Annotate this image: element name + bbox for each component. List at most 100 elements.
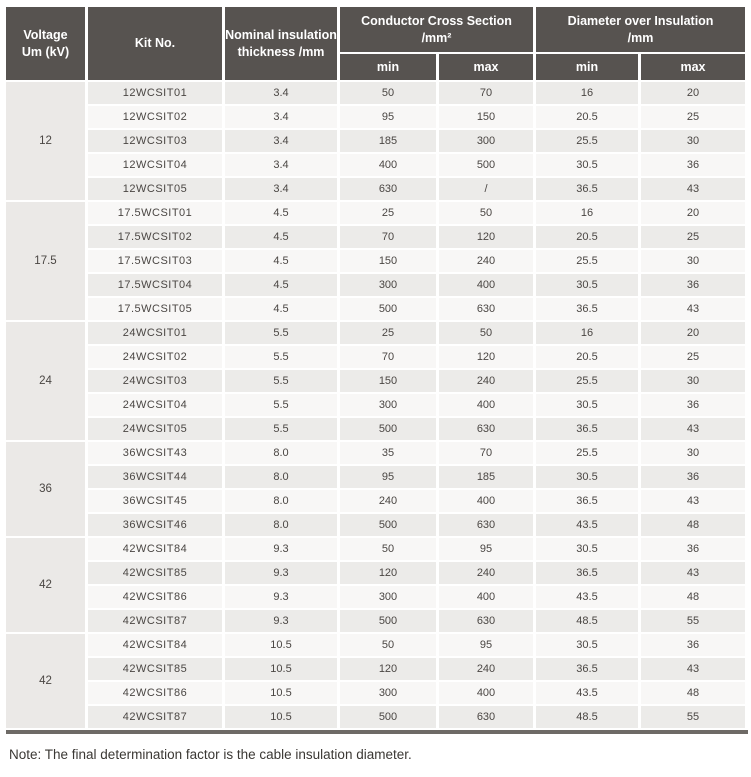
value-cell: 50	[340, 538, 436, 560]
value-cell: 5.5	[225, 394, 337, 416]
table-row: 42WCSIT87 10.5 500 630 48.5 55	[6, 706, 745, 728]
value-cell: 36	[641, 538, 745, 560]
value-cell: 25	[641, 226, 745, 248]
kit-no-cell: 12WCSIT03	[88, 130, 222, 152]
table-row: 42WCSIT86 9.3 300 400 43.5 48	[6, 586, 745, 608]
voltage-group-cell: 12	[6, 82, 85, 200]
kit-no-cell: 12WCSIT04	[88, 154, 222, 176]
table-row: 17.5 17.5WCSIT01 4.5 25 50 16 20	[6, 202, 745, 320]
kit-no-cell: 12WCSIT01	[88, 82, 222, 104]
value-cell: 70	[439, 82, 533, 104]
col-header-nominal-insulation: Nominal insulation thickness /mm	[225, 7, 337, 80]
kit-no-cell: 17.5WCSIT03	[88, 250, 222, 272]
value-cell: 4.5	[225, 226, 337, 248]
value-cell: 48.5	[536, 610, 638, 632]
table-row: 17.5WCSIT04 4.5 300 400 30.5 36	[6, 274, 745, 296]
kit-no-cell: 42WCSIT87	[88, 610, 222, 632]
value-cell: 5.5	[225, 346, 337, 368]
value-cell: 185	[439, 466, 533, 488]
value-cell: 5.5	[225, 418, 337, 440]
value-cell: 25	[641, 106, 745, 128]
value-cell: 150	[439, 106, 533, 128]
value-cell: 630	[340, 178, 436, 200]
kit-no-cell: 24WCSIT03	[88, 370, 222, 392]
value-cell: 36	[641, 634, 745, 656]
value-cell: 3.4	[225, 130, 337, 152]
table-row: 24WCSIT05 5.5 500 630 36.5 43	[6, 418, 745, 440]
kit-no-cell: 42WCSIT84	[88, 634, 222, 656]
value-cell: 120	[439, 226, 533, 248]
table-row: 42 42WCSIT84 10.5 50 95 30.5 36	[6, 634, 745, 728]
value-cell: 30	[641, 370, 745, 392]
kit-no-cell: 42WCSIT85	[88, 562, 222, 584]
value-cell: 8.0	[225, 442, 337, 464]
value-cell: 630	[439, 610, 533, 632]
value-cell: 630	[439, 298, 533, 320]
table-row: 17.5WCSIT05 4.5 500 630 36.5 43	[6, 298, 745, 320]
table-row: 36WCSIT45 8.0 240 400 36.5 43	[6, 490, 745, 512]
value-cell: 43.5	[536, 682, 638, 704]
kit-no-cell: 36WCSIT43	[88, 442, 222, 464]
value-cell: 8.0	[225, 514, 337, 536]
value-cell: 25.5	[536, 370, 638, 392]
kit-no-cell: 36WCSIT46	[88, 514, 222, 536]
kit-no-cell: 36WCSIT45	[88, 490, 222, 512]
value-cell: 500	[340, 298, 436, 320]
value-cell: 240	[439, 370, 533, 392]
kit-no-cell: 24WCSIT02	[88, 346, 222, 368]
value-cell: 36.5	[536, 562, 638, 584]
value-cell: 43	[641, 562, 745, 584]
value-cell: 43	[641, 658, 745, 680]
table-row: 42 42WCSIT84 9.3 50 95 30.5 36	[6, 538, 745, 632]
value-cell: 150	[340, 250, 436, 272]
value-cell: 400	[439, 682, 533, 704]
kit-no-cell: 42WCSIT85	[88, 658, 222, 680]
value-cell: 500	[340, 610, 436, 632]
value-cell: 500	[340, 418, 436, 440]
kit-no-cell: 36WCSIT44	[88, 466, 222, 488]
table-row: 17.5WCSIT02 4.5 70 120 20.5 25	[6, 226, 745, 248]
value-cell: 630	[439, 706, 533, 728]
col-header-diameter-max: max	[641, 54, 745, 80]
value-cell: 4.5	[225, 250, 337, 272]
table-row: 24WCSIT03 5.5 150 240 25.5 30	[6, 370, 745, 392]
value-cell: 36.5	[536, 658, 638, 680]
value-cell: 8.0	[225, 466, 337, 488]
value-cell: 9.3	[225, 562, 337, 584]
value-cell: 48	[641, 586, 745, 608]
table-bottom-border	[6, 730, 748, 734]
value-cell: 240	[340, 490, 436, 512]
value-cell: 70	[340, 226, 436, 248]
value-cell: 400	[439, 274, 533, 296]
value-cell: 36.5	[536, 178, 638, 200]
value-cell: 630	[439, 418, 533, 440]
table-row: 36 36WCSIT43 8.0 35 70 25.5 30	[6, 442, 745, 536]
value-cell: 25.5	[536, 130, 638, 152]
voltage-group-cell: 42	[6, 538, 85, 632]
value-cell: 630	[439, 514, 533, 536]
value-cell: 3.4	[225, 178, 337, 200]
value-cell: 300	[340, 586, 436, 608]
value-cell: 50	[439, 202, 533, 224]
table-row: 12WCSIT04 3.4 400 500 30.5 36	[6, 154, 745, 176]
value-cell: 4.5	[225, 202, 337, 224]
value-cell: 95	[340, 106, 436, 128]
value-cell: 50	[439, 322, 533, 344]
value-cell: 43	[641, 490, 745, 512]
value-cell: 35	[340, 442, 436, 464]
kit-no-cell: 24WCSIT04	[88, 394, 222, 416]
value-cell: 300	[439, 130, 533, 152]
value-cell: 500	[340, 514, 436, 536]
value-cell: 5.5	[225, 370, 337, 392]
value-cell: 70	[439, 442, 533, 464]
value-cell: 300	[340, 274, 436, 296]
value-cell: 400	[340, 154, 436, 176]
value-cell: 30.5	[536, 634, 638, 656]
voltage-group-cell: 17.5	[6, 202, 85, 320]
value-cell: 9.3	[225, 586, 337, 608]
table-body: 12 12WCSIT01 3.4 50 70 16 20 12WCSIT02 3.4 95 150 2…	[6, 82, 745, 728]
kit-no-cell: 17.5WCSIT04	[88, 274, 222, 296]
value-cell: 16	[536, 82, 638, 104]
table-row: 24WCSIT04 5.5 300 400 30.5 36	[6, 394, 745, 416]
kit-no-cell: 42WCSIT86	[88, 586, 222, 608]
